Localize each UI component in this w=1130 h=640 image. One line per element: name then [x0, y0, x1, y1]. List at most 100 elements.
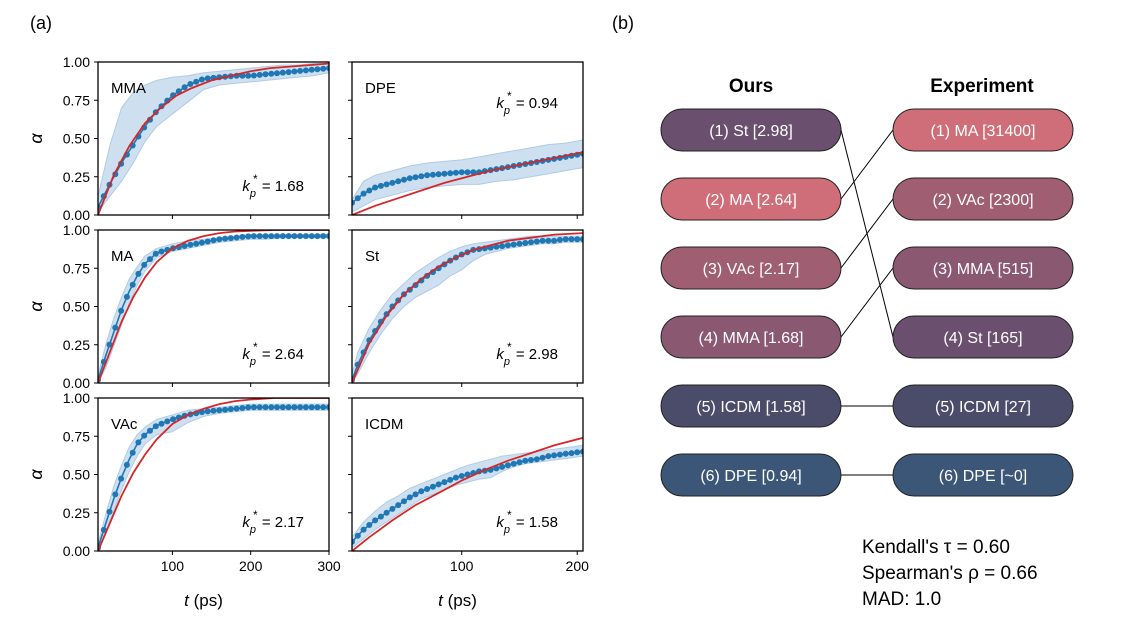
simulation-point [429, 483, 436, 490]
simulation-point [239, 233, 246, 240]
simulation-point [493, 243, 500, 250]
kp-annotation: kp* = 2.98 [496, 340, 558, 368]
simulation-point [135, 439, 142, 446]
simulation-point [170, 416, 177, 423]
experiment-rank-4: (4) St [165] [892, 315, 1074, 359]
simulation-point [112, 491, 119, 498]
y-tick-label: 0.25 [63, 337, 90, 353]
x-tick-label: 200 [239, 558, 263, 574]
ours-rank-2: (2) MA [2.64] [660, 177, 842, 221]
pill-label: (5) ICDM [1.58] [696, 399, 805, 416]
rank-link [840, 198, 894, 269]
simulation-point [274, 70, 280, 77]
rank-links [840, 129, 894, 476]
uncertainty-band [98, 403, 329, 551]
simulation-point [291, 404, 298, 411]
simulation-point [285, 69, 292, 76]
simulation-point [152, 423, 159, 430]
pill-label: (6) DPE [~0] [939, 468, 1027, 485]
simulation-point [297, 233, 304, 240]
y-tick-label: 1.00 [63, 54, 90, 70]
y-tick-label: 1.00 [63, 390, 90, 406]
pill-label: (2) VAc [2300] [932, 192, 1033, 209]
simulation-point [302, 67, 309, 74]
simulation-point [158, 248, 165, 255]
fit-curve [98, 62, 329, 215]
simulation-point [522, 457, 529, 464]
simulation-point [435, 481, 442, 488]
simulation-point [181, 84, 188, 91]
pill-label: (3) VAc [2.17] [703, 261, 800, 278]
pill-label: (6) DPE [0.94] [700, 468, 801, 485]
simulation-point [539, 454, 546, 461]
simulation-point [314, 404, 321, 411]
simulation-point [308, 404, 315, 411]
simulation-point [308, 233, 315, 240]
simulation-point [528, 239, 534, 246]
y-tick-label: 0.50 [63, 299, 90, 315]
simulation-point [297, 67, 304, 74]
simulation-point [158, 420, 165, 427]
plot-area [352, 232, 583, 383]
simulation-point [314, 66, 321, 73]
simulation-point [383, 181, 390, 188]
simulation-point [320, 404, 327, 411]
simulation-point [285, 404, 292, 411]
simulation-point [123, 293, 130, 300]
plot-mma: 0.00 0.25 0.50 0.75 1.00 MMA kp* = 1.68 α [26, 54, 330, 223]
y-tick-label: 0.75 [63, 260, 90, 276]
ranking-diagram: (1) St [2.98] (2) MA [2.64] (3) VAc [2.17]… [660, 76, 1074, 610]
simulation-point [227, 406, 234, 413]
simulation-point [377, 513, 384, 520]
simulation-point [152, 250, 159, 257]
kp-annotation: kp* = 0.94 [496, 89, 558, 117]
experiment-rank-6: (6) DPE [~0] [892, 453, 1074, 497]
pill-shape [892, 315, 1074, 359]
simulation-point [383, 509, 390, 516]
simulation-point [256, 404, 263, 411]
uncertainty-band [98, 63, 329, 213]
simulation-point [545, 237, 552, 244]
simulation-point [528, 457, 534, 463]
simulation-point [464, 471, 471, 478]
monomer-label: St [365, 248, 380, 265]
stat-line: MAD: 1.0 [862, 589, 941, 610]
simulation-point [112, 324, 119, 331]
simulation-point [580, 236, 583, 243]
plot-area [352, 436, 583, 551]
simulation-point [418, 173, 425, 180]
simulation-point [360, 190, 367, 197]
pill-label: (1) St [2.98] [709, 123, 793, 140]
ours-rank-4: (4) MMA [1.68] [660, 315, 842, 359]
simulation-point [504, 242, 511, 249]
experiment-header: Experiment [930, 76, 1034, 97]
simulation-point [464, 169, 471, 176]
simulation-point [401, 176, 407, 183]
y-tick-label: 0.75 [63, 92, 90, 108]
simulation-point [302, 233, 309, 240]
y-tick-label: 0.00 [63, 543, 90, 559]
plot-st: St kp* = 2.98 [348, 229, 584, 387]
simulation-point [580, 448, 583, 455]
rank-link [840, 129, 894, 200]
stat-line: Spearman's ρ = 0.66 [862, 563, 1038, 584]
simulation-point [395, 502, 402, 509]
simulation-point [516, 240, 523, 247]
simulation-point [470, 169, 477, 176]
simulation-point [308, 66, 315, 73]
simulation-point [193, 78, 200, 85]
simulation-point [447, 476, 454, 483]
experiment-rank-2: (2) VAc [2300] [892, 177, 1074, 221]
simulation-point [250, 233, 257, 240]
pill-shape [892, 453, 1074, 497]
monomer-label: MMA [111, 80, 146, 97]
simulation-point [187, 81, 194, 87]
y-axis-label: α [26, 469, 46, 480]
simulation-point [285, 233, 292, 240]
ours-rank-1: (1) St [2.98] [660, 108, 842, 152]
rank-pills: (1) St [2.98] (2) MA [2.64] (3) VAc [2.17]… [660, 108, 1074, 497]
simulation-point [516, 459, 523, 466]
simulation-point [406, 175, 413, 182]
plot-icdm: 100 200 ICDM kp* = 1.58 t (ps) [348, 397, 589, 610]
experiment-rank-1: (1) MA [31400] [892, 108, 1074, 152]
